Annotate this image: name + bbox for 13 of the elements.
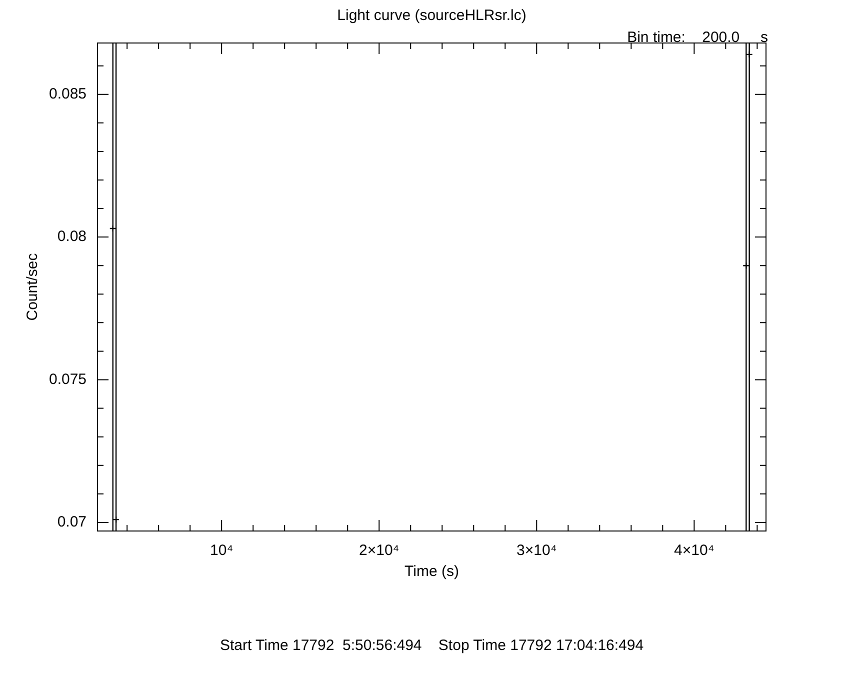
chart-title: Light curve (sourceHLRsr.lc)	[337, 7, 526, 24]
y-tick-label: 0.085	[48, 86, 87, 103]
x-axis-title: Time (s)	[404, 563, 459, 580]
y-tick-label: 0.07	[57, 514, 87, 531]
x-tick-label: 10⁴	[210, 542, 234, 560]
x-tick-label: 3×10⁴	[516, 542, 557, 560]
x-tick-label: 2×10⁴	[359, 542, 400, 560]
annotation: Bin time: 200.0 s	[627, 29, 768, 46]
y-tick-label: 0.075	[48, 370, 87, 388]
y-axis-title: Count/sec	[24, 252, 42, 321]
text: Start Time 17792 5:50:56:494 Stop Time 17792 17:04:16:494	[220, 637, 644, 654]
x-tick-label: 4×10⁴	[674, 542, 714, 560]
y-tick-label: 0.08	[57, 228, 87, 246]
